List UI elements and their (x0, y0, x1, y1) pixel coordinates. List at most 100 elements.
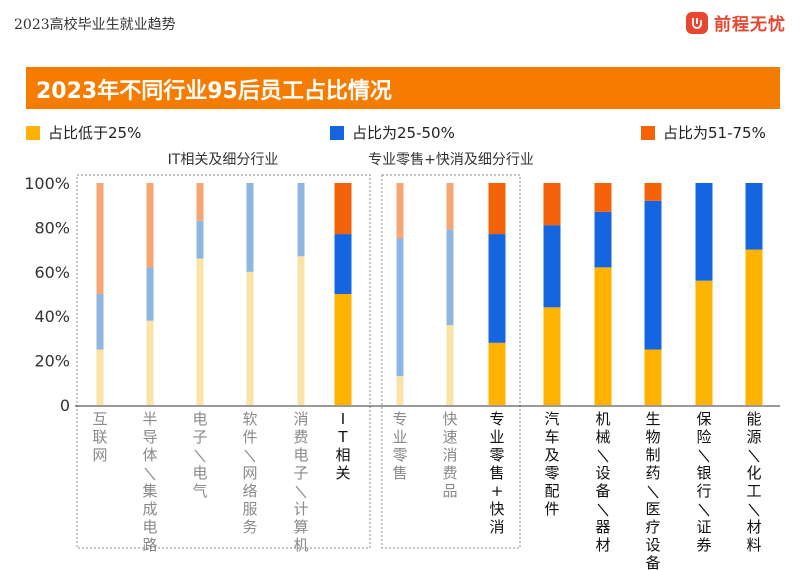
group-box-it (76, 174, 371, 549)
bar-segment-mid (196, 220, 204, 259)
legend-item-mid: 占比为25-50% (330, 122, 455, 143)
x-tick-label-char: 物 (645, 428, 660, 446)
x-tick-label-char: 气 (192, 482, 207, 500)
bar-segment-mid (488, 234, 506, 343)
x-tick-label-char: 零 (392, 446, 407, 464)
x-tick-label-char: 电 (192, 410, 207, 428)
bar-segment-low (446, 325, 454, 405)
x-tick-label-char: 零 (544, 464, 559, 482)
x-tick-label-char: 电 (192, 464, 207, 482)
x-tick-label-char: 消 (489, 518, 504, 536)
bar-segment-high (446, 183, 454, 230)
bar-segment-low (695, 280, 713, 405)
bar-segment-high (196, 183, 204, 221)
bar-segment-mid (246, 183, 254, 272)
legend-item-high: 占比为51-75% (641, 122, 766, 143)
x-tick-label-char: 快 (442, 410, 457, 428)
bar-segment-high (488, 183, 506, 235)
x-tick-label-char: 能 (746, 410, 761, 428)
bar-segment-high (146, 183, 154, 268)
x-label-slash (295, 485, 307, 499)
group-box-retail (381, 174, 521, 549)
bar-segment-low (96, 349, 104, 405)
x-tick-label-char: 证 (696, 518, 711, 536)
bar-segment-mid (334, 234, 352, 294)
x-tick-label-char: 售 (392, 464, 407, 482)
bar-segment-low (644, 349, 662, 405)
x-label-slash (647, 485, 659, 499)
brand-hand-icon (686, 11, 708, 34)
bar-segment-low (594, 267, 612, 405)
x-tick-label-char: 路 (142, 536, 157, 554)
bar-segment-mid (745, 183, 763, 250)
bar-segment-mid (446, 229, 454, 326)
x-tick-label-char: 子 (293, 464, 308, 482)
x-tick-label-char: 专 (392, 410, 407, 428)
legend-label-mid: 占比为25-50% (352, 124, 455, 142)
x-tick-label-char: 网 (242, 464, 257, 482)
bar-segment-mid (396, 238, 404, 377)
bar-segment-mid (543, 225, 561, 308)
x-tick-label-char: 工 (746, 482, 761, 500)
x-tick-label-char: 专 (489, 410, 504, 428)
top-bar: 2023高校毕业生就业趋势 前程无忧 (0, 0, 800, 52)
x-tick-label-char: 材 (746, 518, 761, 536)
legend-swatch-blue (330, 125, 344, 140)
x-tick-label-char: 业 (392, 428, 407, 446)
x-tick-label-char: 设 (595, 464, 610, 482)
x-tick-label-char: 件 (242, 428, 257, 446)
brand-logo: 前程无忧 (686, 10, 786, 35)
x-tick-label-char: 务 (242, 518, 257, 536)
x-tick-label-char: 售 (489, 464, 504, 482)
x-label-slash (748, 503, 760, 517)
legend-item-low: 占比低于25% (26, 122, 141, 143)
x-tick-label-char: 快 (489, 500, 504, 518)
bar-segment-high (594, 183, 612, 212)
x-tick-label-char: 集 (142, 482, 157, 500)
x-tick-label-char: 关 (335, 464, 350, 482)
group-label-it: IT相关及细分行业 (168, 152, 279, 168)
bar-segment-mid (297, 183, 305, 257)
x-tick-label-char: 相 (335, 446, 350, 464)
bar-segment-low (246, 271, 254, 405)
x-tick-label-char: 品 (442, 482, 457, 500)
bar-segment-low (334, 294, 352, 405)
x-tick-label-char: 银 (696, 464, 711, 482)
x-tick-label-char: 材 (595, 536, 610, 554)
legend-swatch-yellow (26, 125, 40, 140)
x-tick-label-char: 药 (645, 464, 660, 482)
x-tick-label-char: 机 (293, 536, 308, 554)
bar-segment-high (543, 183, 561, 226)
y-tick-label: 0 (60, 396, 70, 415)
x-tick-label-char: 设 (645, 536, 660, 554)
y-tick-label: 80% (34, 218, 70, 237)
x-tick-label-char: 汽 (544, 410, 559, 428)
x-tick-label-char: 险 (696, 428, 711, 446)
x-tick-label-char: 体 (142, 446, 157, 464)
header-title: 2023高校毕业生就业趋势 (14, 17, 176, 33)
x-tick-label-char: 成 (142, 500, 157, 518)
bar-segment-mid (644, 200, 662, 350)
x-label-slash (698, 449, 710, 463)
brand-name: 前程无忧 (714, 15, 786, 35)
bar-segment-low (396, 376, 404, 405)
x-tick-label-char: 及 (544, 446, 559, 464)
x-tick-label-char: 行 (696, 482, 711, 500)
x-tick-label-char: 电 (293, 446, 308, 464)
y-tick-label: 40% (34, 307, 70, 326)
x-tick-label-char: 服 (242, 500, 257, 518)
x-tick-label-char: 速 (442, 428, 457, 446)
x-tick-label-char: 零 (489, 446, 504, 464)
bar-segment-mid (96, 294, 104, 350)
x-tick-label-char: 计 (293, 500, 308, 518)
bar-segment-high (396, 183, 404, 239)
x-tick-label-char: 消 (442, 446, 457, 464)
x-tick-label-char: 生 (645, 410, 660, 428)
bar-segment-low (745, 249, 763, 405)
x-tick-label-char: T (337, 428, 348, 446)
x-tick-label-char: 制 (645, 446, 660, 464)
x-tick-label-char: 联 (92, 428, 107, 446)
x-tick-label-char: 备 (595, 482, 610, 500)
y-tick-label: 20% (34, 352, 70, 371)
x-tick-label-char: 网 (92, 446, 107, 464)
